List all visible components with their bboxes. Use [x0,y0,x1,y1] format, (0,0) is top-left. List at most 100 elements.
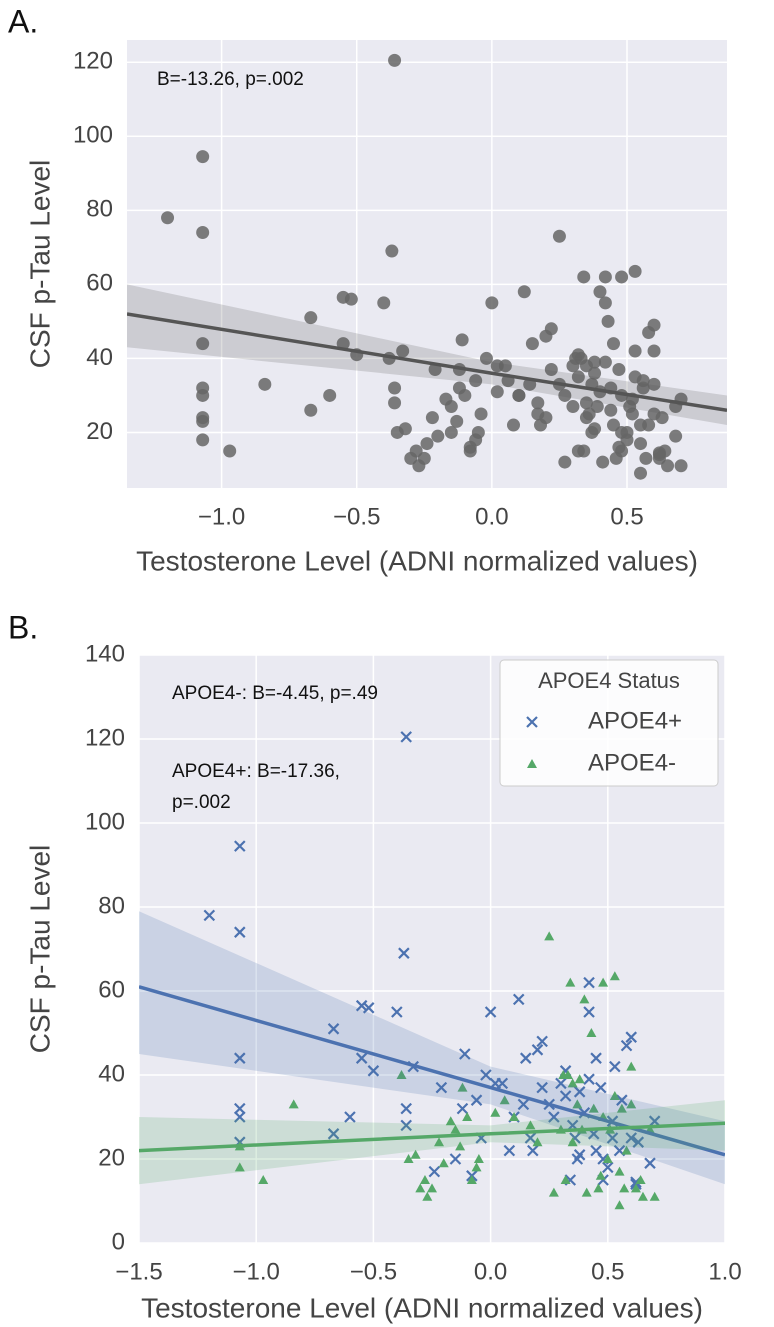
point [609,451,623,465]
point [612,363,626,377]
point [602,1154,613,1163]
point [536,1081,548,1094]
point [419,1175,430,1184]
x-tick-label: −1.5 [115,1258,162,1285]
point [644,1157,656,1169]
point [620,425,634,439]
point [449,1153,462,1165]
point [531,1044,544,1056]
point [626,1099,637,1109]
point [625,1031,638,1043]
legend-title: APOE4 Status [538,668,680,693]
point [566,400,580,414]
point [496,1077,509,1090]
point [609,1060,621,1073]
x-tick-label: −1.0 [233,1258,280,1285]
point [471,1162,482,1172]
point [480,1069,492,1081]
point [196,337,210,351]
point [396,344,410,358]
point [435,1081,448,1094]
point [544,931,555,941]
point [396,1070,407,1079]
legend-box [499,659,719,787]
point [427,1183,437,1193]
x-axis-label: Testosterone Level (ADNI normalized valu… [136,545,698,576]
point [438,1158,449,1168]
point [548,1187,559,1197]
point [456,1102,469,1115]
point [388,396,402,410]
point [367,1065,380,1077]
point [583,976,595,989]
point [615,270,629,284]
point [567,1137,578,1147]
point [525,1120,536,1130]
point [567,1078,578,1088]
point [635,1175,646,1184]
point [614,1166,625,1176]
confidence-band [127,284,727,426]
annotation: p=.002 [172,792,231,813]
point [362,1002,375,1014]
point [517,285,531,299]
x-tick-label: 0.0 [475,503,508,530]
point [499,1095,510,1105]
point [417,451,431,465]
point [647,344,661,358]
point [606,337,620,351]
point [400,1119,412,1132]
point [583,1006,595,1018]
point [586,1028,597,1037]
point [450,414,464,428]
confidence-band [139,1100,725,1185]
legend-marker [526,716,538,728]
point [498,359,512,373]
point [594,1081,607,1094]
point [323,388,337,402]
point [234,1162,245,1172]
point [602,1161,614,1174]
point [519,1052,532,1064]
point [471,425,485,439]
point [616,1094,628,1106]
point [630,1183,641,1193]
point [604,403,618,417]
point [614,1200,625,1210]
point [544,363,558,377]
point [558,1070,569,1079]
point [450,1124,461,1134]
point [161,211,175,225]
point [571,370,585,384]
point [559,1090,572,1102]
y-tick-label: 20 [98,1144,125,1171]
point [595,1170,606,1180]
point [506,418,520,432]
point [555,1077,567,1090]
x-tick-label: −0.5 [350,1258,397,1285]
point [509,1112,520,1121]
point [459,1048,471,1060]
point [532,1137,543,1147]
x-axis-label: Testosterone Level (ADNI normalized valu… [141,1292,703,1323]
point [598,355,612,369]
point [616,1103,627,1113]
point [661,459,675,473]
point [234,1052,246,1064]
point [552,229,566,243]
point [388,381,402,395]
point [304,311,318,325]
point [601,314,615,328]
point [234,926,246,938]
point [579,411,593,425]
y-tick-label: 100 [73,122,113,149]
point [490,1107,501,1117]
point [400,731,412,743]
point [470,1094,483,1106]
y-axis-label: CSF p-Tau Level [24,160,55,369]
y-tick-label: 60 [86,270,113,297]
point [544,322,558,336]
y-tick-label: 40 [86,344,113,371]
point [425,411,439,425]
point [577,270,591,284]
